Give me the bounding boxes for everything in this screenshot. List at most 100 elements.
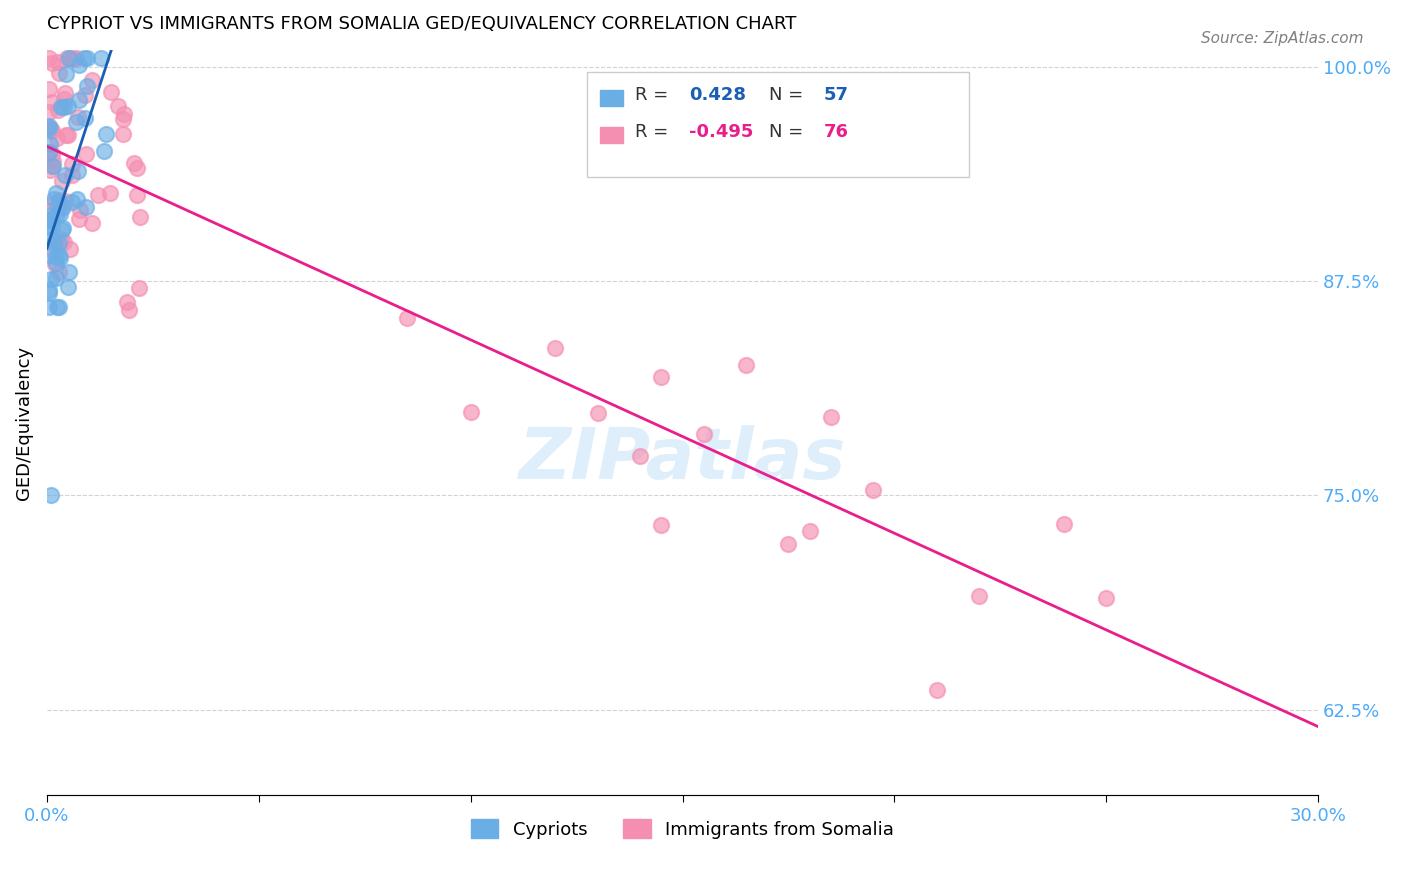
Point bbox=[45, 300, 67, 314]
Point bbox=[460, 405, 482, 419]
Point bbox=[60, 195, 83, 210]
Point bbox=[65, 51, 87, 65]
Point bbox=[38, 104, 60, 119]
Point bbox=[48, 300, 70, 314]
Bar bbox=[600, 127, 623, 143]
Y-axis label: GED/Equivalency: GED/Equivalency bbox=[15, 345, 32, 500]
Point bbox=[46, 55, 69, 70]
Point bbox=[45, 256, 67, 270]
Point bbox=[38, 119, 60, 133]
Point bbox=[90, 51, 112, 65]
Point bbox=[51, 223, 73, 237]
Point bbox=[129, 211, 152, 225]
Point bbox=[735, 358, 758, 372]
Point bbox=[38, 213, 60, 227]
Point bbox=[98, 186, 121, 201]
Point bbox=[107, 99, 129, 113]
Point bbox=[53, 194, 76, 209]
Point bbox=[66, 193, 89, 207]
Point bbox=[41, 219, 63, 233]
Point bbox=[48, 248, 70, 262]
Point bbox=[44, 234, 66, 248]
Point bbox=[52, 221, 75, 235]
Point bbox=[39, 488, 62, 502]
Point bbox=[67, 163, 90, 178]
Point bbox=[1095, 591, 1118, 606]
Point bbox=[48, 193, 70, 207]
Point bbox=[56, 99, 79, 113]
Point bbox=[52, 235, 75, 250]
Point bbox=[38, 285, 60, 300]
Text: N =: N = bbox=[769, 123, 808, 141]
Point bbox=[41, 233, 63, 247]
Point bbox=[75, 200, 97, 214]
Point bbox=[53, 86, 76, 100]
Point bbox=[48, 103, 70, 117]
Point bbox=[55, 67, 77, 81]
Point bbox=[48, 235, 70, 250]
Point bbox=[72, 51, 94, 65]
Point bbox=[38, 145, 60, 159]
Point bbox=[45, 186, 67, 201]
Point bbox=[41, 56, 63, 70]
Text: R =: R = bbox=[636, 123, 675, 141]
Point bbox=[650, 518, 672, 533]
Point bbox=[125, 187, 148, 202]
Point bbox=[38, 220, 60, 235]
Point bbox=[38, 136, 60, 151]
Point bbox=[41, 146, 63, 161]
Point bbox=[586, 406, 609, 420]
Point bbox=[38, 145, 60, 159]
Point bbox=[925, 682, 948, 697]
Point bbox=[67, 58, 90, 72]
Point bbox=[46, 131, 69, 145]
Point bbox=[127, 161, 149, 175]
Point bbox=[82, 216, 104, 230]
Point bbox=[67, 212, 90, 227]
Point bbox=[60, 51, 83, 65]
Text: R =: R = bbox=[636, 86, 675, 103]
Point bbox=[48, 265, 70, 279]
Point bbox=[41, 203, 63, 218]
Point bbox=[692, 427, 714, 442]
Point bbox=[778, 537, 800, 551]
Point bbox=[58, 128, 80, 143]
Point bbox=[56, 280, 79, 294]
Point bbox=[49, 232, 72, 246]
Point bbox=[39, 209, 62, 223]
Point bbox=[38, 247, 60, 261]
Point bbox=[45, 270, 67, 285]
Point bbox=[53, 100, 76, 114]
Point bbox=[48, 195, 70, 210]
Point bbox=[56, 51, 79, 65]
Point bbox=[118, 302, 141, 317]
Text: ZIPatlas: ZIPatlas bbox=[519, 425, 846, 494]
Point bbox=[41, 95, 63, 109]
Point bbox=[38, 300, 60, 314]
Point bbox=[76, 51, 98, 65]
Bar bbox=[588, 72, 969, 177]
Point bbox=[799, 524, 821, 538]
Point bbox=[1053, 516, 1076, 531]
Point bbox=[51, 174, 73, 188]
Point bbox=[128, 281, 150, 295]
Point bbox=[38, 51, 60, 65]
Point bbox=[42, 196, 65, 211]
Point bbox=[66, 110, 89, 124]
Text: N =: N = bbox=[769, 86, 808, 103]
Point bbox=[86, 188, 108, 202]
Point bbox=[396, 310, 419, 325]
Point bbox=[112, 107, 135, 121]
Point bbox=[49, 202, 72, 216]
Point bbox=[60, 169, 83, 183]
Point bbox=[122, 155, 145, 169]
Point bbox=[544, 341, 567, 355]
Point bbox=[65, 115, 87, 129]
Bar bbox=[600, 90, 623, 106]
Point bbox=[38, 121, 60, 136]
Point bbox=[967, 589, 990, 603]
Point bbox=[46, 207, 69, 221]
Point bbox=[62, 52, 84, 66]
Point bbox=[60, 157, 83, 171]
Point bbox=[112, 112, 135, 126]
